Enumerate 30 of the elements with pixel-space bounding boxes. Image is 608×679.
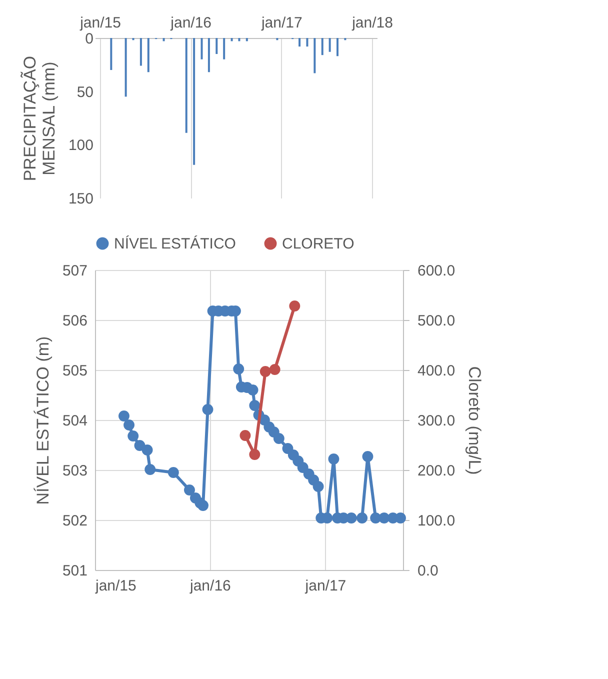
y2-tick-label: 300.0 <box>418 412 456 430</box>
legend-label: NÍVEL ESTÁTICO <box>114 234 236 253</box>
y2-tick-label: 600.0 <box>418 262 456 280</box>
y-tick-label: 50 <box>76 84 94 101</box>
y-tick-label: 501 <box>62 562 88 580</box>
y-tick-label: 502 <box>62 512 88 530</box>
y-axis-title: NÍVEL ESTÁTICO (m) <box>33 336 52 505</box>
y2-tick-label: 100.0 <box>418 512 456 530</box>
y-tick-label: 503 <box>62 462 88 480</box>
y-tick-label: 507 <box>62 262 88 280</box>
x-tick-label: jan/16 <box>170 14 212 32</box>
x-tick-label: jan/16 <box>189 578 231 594</box>
y2-axis-title: Cloreto (mg/L) <box>465 366 484 475</box>
y2-tick-label: 500.0 <box>418 312 456 330</box>
y-tick-label: 504 <box>62 412 88 430</box>
x-tick-label: jan/15 <box>79 14 121 32</box>
y2-tick-label: 0.0 <box>418 562 438 580</box>
y-axis-title: PRECIPITAÇÃO MENSAL (mm) <box>20 56 58 182</box>
y-tick-label: 0 <box>85 30 94 48</box>
x-tick-label: jan/17 <box>260 14 302 32</box>
legend-label: CLORETO <box>282 236 354 253</box>
x-tick-label: jan/18 <box>351 14 393 32</box>
y-tick-label: 150 <box>68 190 94 208</box>
y-tick-label: 506 <box>62 312 88 330</box>
y2-tick-label: 200.0 <box>418 462 456 480</box>
y-tick-label: 100 <box>68 137 94 154</box>
y2-tick-label: 400.0 <box>418 362 456 380</box>
x-tick-label: jan/15 <box>94 578 136 594</box>
x-tick-label: jan/17 <box>304 578 346 594</box>
y-tick-label: 505 <box>62 362 88 380</box>
